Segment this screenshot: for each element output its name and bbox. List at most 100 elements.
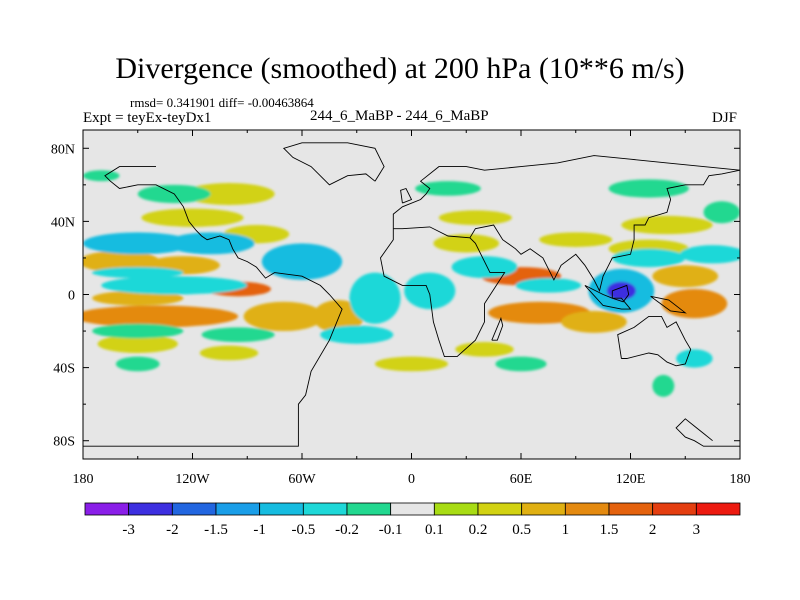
coastline-6 <box>469 169 740 293</box>
season-label: DJF <box>712 110 738 126</box>
colorbar: -3 -2 -1.5 -1 -0.5 -0.2 -0.1 0.1 0.2 0.5 1 1.5 2 3 <box>84 502 741 538</box>
colorbar-swatch <box>521 502 566 516</box>
field-blob-13 <box>438 210 512 226</box>
y-axis: 80N 40N 0 40S 80S <box>51 142 740 450</box>
x-tick-label: 120W <box>175 472 210 487</box>
field-blob-43 <box>115 356 160 372</box>
field-blob-9 <box>97 334 178 353</box>
field-blob-17 <box>652 265 719 288</box>
y-tick-label: 80N <box>51 142 75 157</box>
colorbar-label: 1.5 <box>600 522 619 538</box>
chart-title: Divergence (smoothed) at 200 hPa (10**6 … <box>115 52 685 85</box>
x-tick-label: 60E <box>510 472 533 487</box>
x-tick-label: 120E <box>616 472 646 487</box>
field-blob-35 <box>612 248 686 268</box>
field-blob-3 <box>92 290 184 306</box>
field-blob-36 <box>679 245 740 264</box>
colorbar-swatch <box>695 502 741 516</box>
field-blob-15 <box>561 310 627 333</box>
field-blob-28 <box>261 243 343 280</box>
colorbar-swatch <box>346 502 392 516</box>
colorbar-swatch <box>302 502 348 516</box>
field-blob-47 <box>703 201 740 224</box>
field-blob-30 <box>404 272 456 310</box>
field-blob-44 <box>495 356 547 372</box>
coastline-1 <box>282 142 385 186</box>
colorbar-swatch <box>215 502 261 516</box>
x-axis: 180 120W 60W 0 60E 120E 180 <box>73 130 751 487</box>
field-blob-37 <box>92 323 184 339</box>
colorbar-swatch <box>171 502 217 516</box>
field-blob-10 <box>199 345 259 361</box>
coastline-2 <box>675 418 740 447</box>
field-blob-0 <box>83 250 160 273</box>
x-tick-label: 0 <box>408 472 415 487</box>
colorbar-label: -0.1 <box>379 522 403 538</box>
experiment-label: Expt = teyEx-teyDx1 <box>83 110 212 126</box>
coastline-9 <box>650 295 687 314</box>
colorbar-swatch <box>84 502 130 516</box>
field-blob-33 <box>606 281 636 300</box>
field-blob-21 <box>375 356 448 372</box>
colorbar-swatch <box>259 502 304 516</box>
field-blob-16 <box>661 289 728 319</box>
field-blob-24 <box>83 232 193 255</box>
field-blob-38 <box>201 327 275 343</box>
coastline-4 <box>380 226 506 358</box>
x-tick-label: 180 <box>73 472 94 487</box>
colorbar-swatch <box>608 502 654 516</box>
coastline-3 <box>617 315 692 367</box>
coastline-11 <box>400 187 413 204</box>
field-blob-11 <box>433 234 500 253</box>
coastline-10 <box>491 316 504 341</box>
field-blob-22 <box>183 183 275 205</box>
coastline-0 <box>83 166 343 447</box>
colorbar-label: 0.2 <box>469 522 488 538</box>
field-blob-25 <box>166 232 255 255</box>
field-blob-41 <box>415 181 481 196</box>
colorbar-label: 0.5 <box>512 522 531 538</box>
colorbar-label: -3 <box>122 522 135 538</box>
coastline-7 <box>584 284 632 310</box>
field-blob-26 <box>101 276 248 295</box>
field-blob-7 <box>141 208 244 227</box>
field-blob-42 <box>608 179 689 198</box>
y-tick-label: 0 <box>68 289 75 304</box>
field-blob-31 <box>451 256 518 279</box>
colorbar-label: 2 <box>649 522 657 538</box>
colorbar-swatch <box>433 502 479 516</box>
colorbar-label: 3 <box>693 522 701 538</box>
colorbar-swatch <box>390 502 435 516</box>
field-blob-5 <box>243 301 324 332</box>
field-blob-48 <box>83 170 120 182</box>
colorbar-label: -1.5 <box>204 522 228 538</box>
stats-text: rmsd= 0.341901 diff= -0.00463864 <box>130 95 314 110</box>
field-blob-34 <box>515 278 582 293</box>
coastlines <box>83 142 740 447</box>
case-label: 244_6_MaBP - 244_6_MaBP <box>310 108 489 124</box>
y-tick-label: 40N <box>51 215 75 230</box>
colorbar-swatch <box>477 502 523 516</box>
field-blob-6 <box>312 299 365 333</box>
colorbar-swatch <box>128 502 173 516</box>
colorbar-swatch <box>564 502 610 516</box>
colorbar-label: -0.5 <box>291 522 315 538</box>
coastline-8 <box>611 284 630 303</box>
y-tick-label: 80S <box>53 435 75 450</box>
coastline-5 <box>392 155 740 229</box>
field-blob-45 <box>652 374 675 397</box>
colorbar-label: -1 <box>253 522 266 538</box>
colorbar-label: -2 <box>166 522 179 538</box>
field-blob-20 <box>455 342 514 357</box>
field-blob-18 <box>539 232 613 247</box>
field-blob-29 <box>349 272 401 324</box>
divergence-field <box>83 170 740 397</box>
field-blob-27 <box>92 267 184 279</box>
field-blob-39 <box>320 325 394 344</box>
x-tick-label: 180 <box>730 472 751 487</box>
field-blob-4 <box>83 305 239 328</box>
colorbar-label: 0.1 <box>425 522 444 538</box>
field-blob-23 <box>621 215 713 235</box>
y-tick-label: 40S <box>53 362 75 377</box>
